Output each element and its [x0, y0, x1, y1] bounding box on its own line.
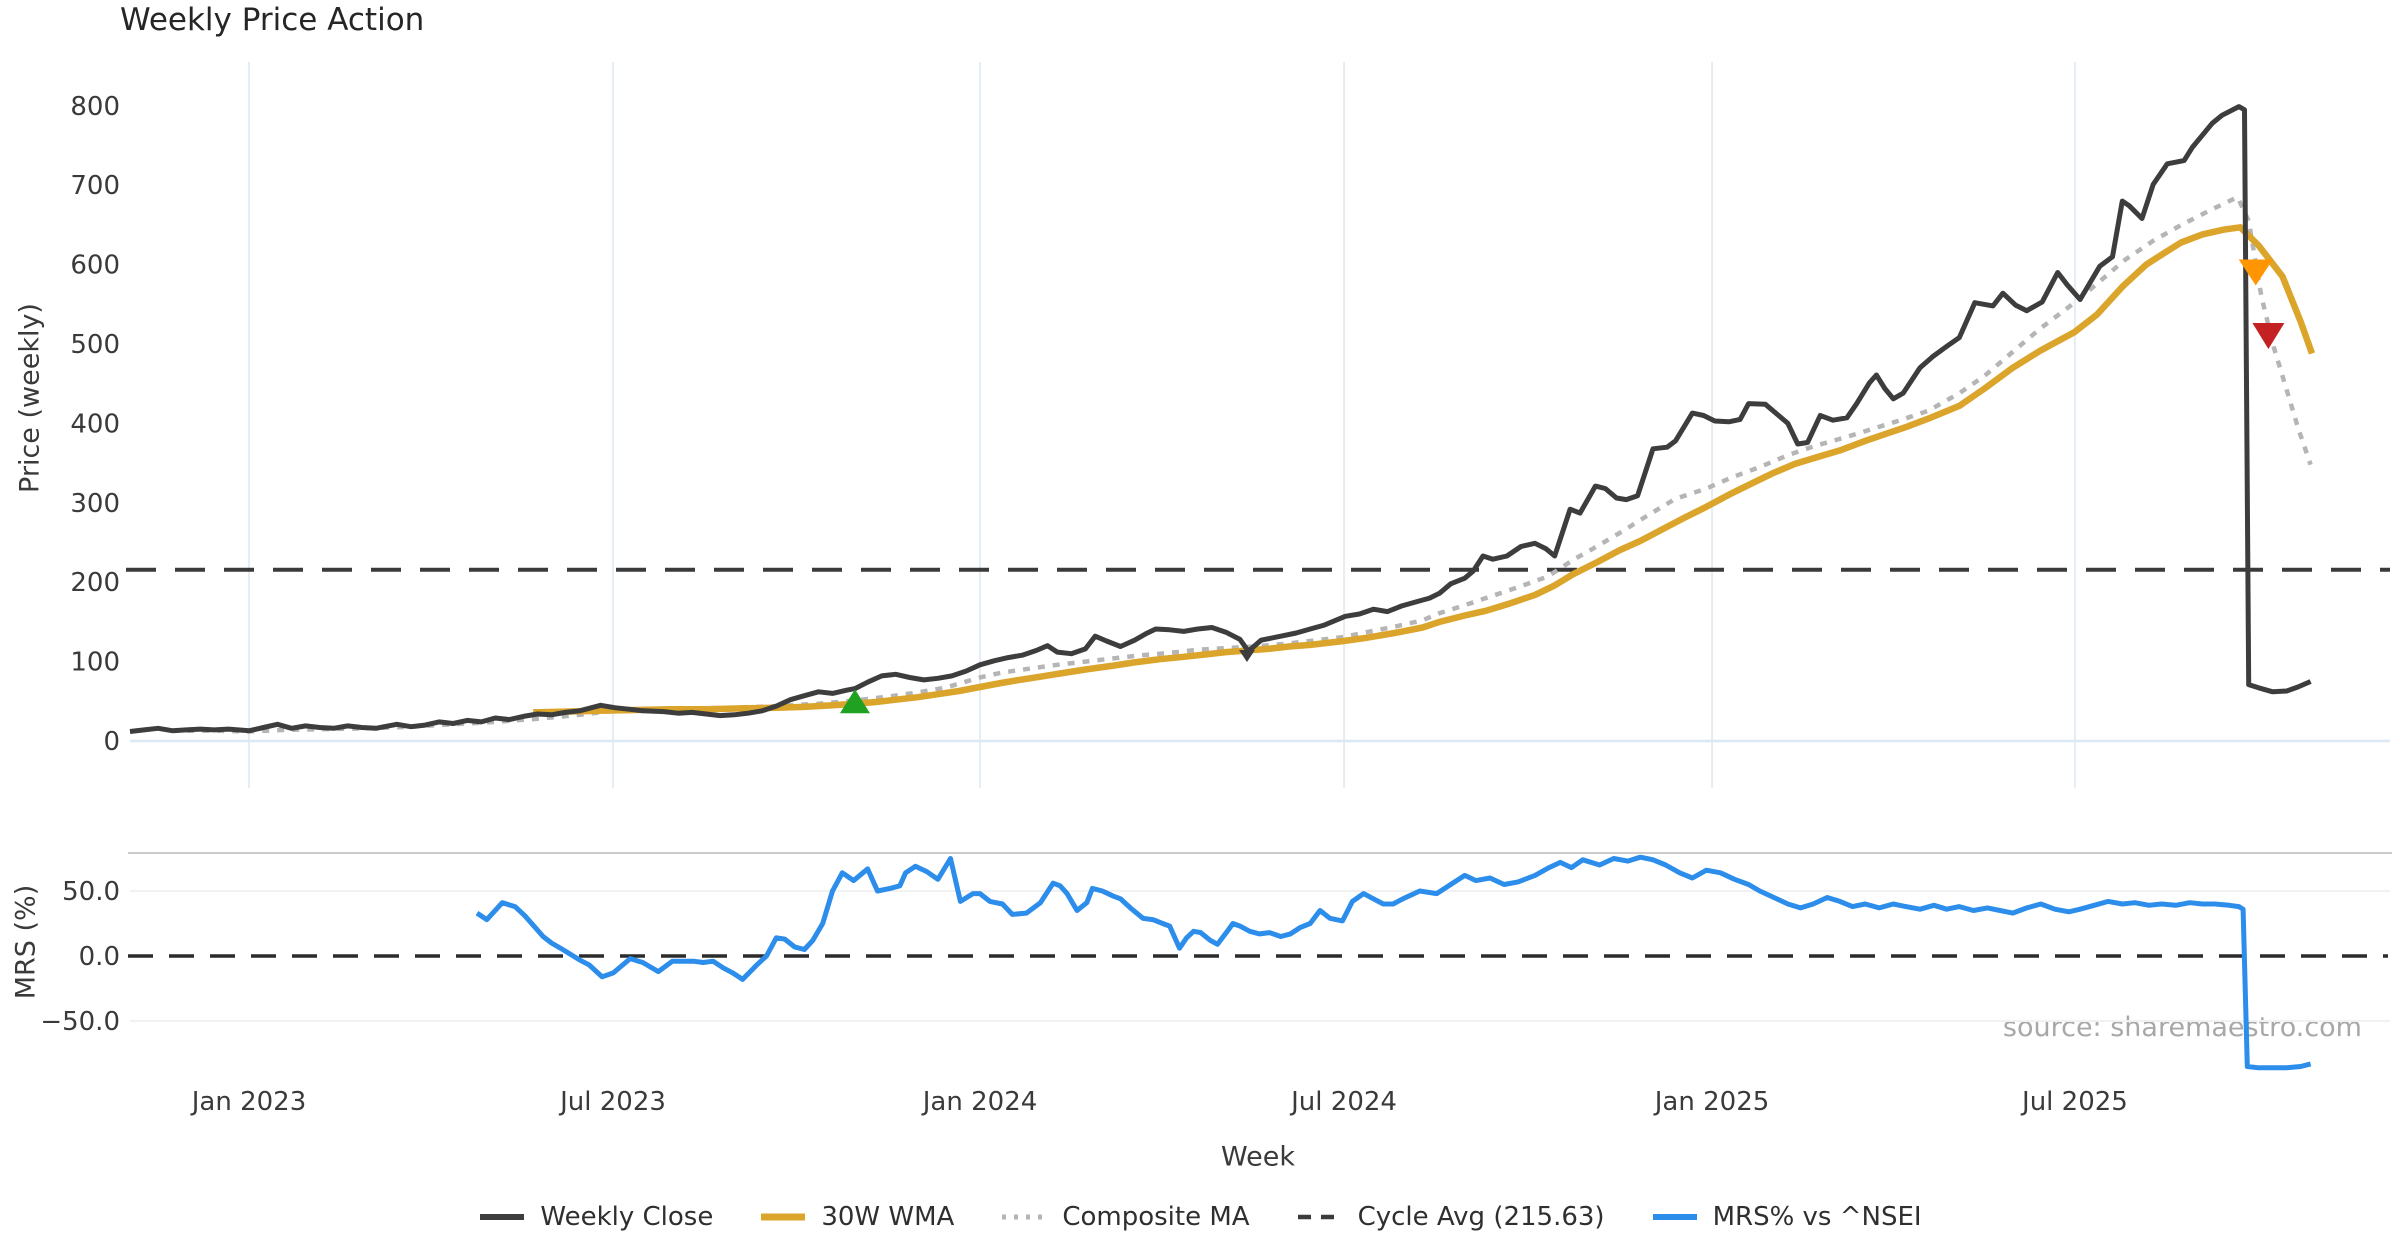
- x-axis-label: Week: [1221, 1141, 1295, 1173]
- legend-item-weekly-close: Weekly Close: [478, 1202, 713, 1232]
- composite-ma-dotted-swatch-icon: [1002, 1214, 1047, 1220]
- price-ytick-label: 700: [70, 171, 120, 201]
- chart-title: Weekly Price Action: [120, 2, 425, 38]
- price-ytick-label: 500: [70, 330, 120, 360]
- legend-label: 30W WMA: [821, 1202, 955, 1232]
- legend-label: MRS% vs ^NSEI: [1712, 1202, 1922, 1232]
- price-ytick-label: 100: [70, 648, 120, 678]
- weekly-close-line: [129, 104, 2312, 734]
- wma-30w-line: [533, 224, 2316, 716]
- buy-signal-marker-icon: [839, 689, 870, 714]
- sell-signal-marker-icon: [2252, 323, 2285, 350]
- legend-label: Weekly Close: [540, 1202, 714, 1232]
- x-tick-label: Jan 2023: [190, 1087, 307, 1117]
- price-axis-label: Price (weekly): [14, 303, 46, 493]
- price-ytick-label: 800: [70, 92, 120, 122]
- price-ytick-label: 200: [70, 568, 120, 598]
- price-ytick-label: 400: [70, 409, 120, 439]
- weekly-close-line-swatch-icon: [480, 1214, 525, 1220]
- legend-item-mrs: MRS% vs ^NSEI: [1651, 1202, 1922, 1232]
- price-ytick-label: 300: [70, 489, 120, 519]
- wma-line-swatch-icon: [761, 1213, 806, 1221]
- price-ytick-label: 0: [103, 727, 120, 757]
- wma-touch-marker-icon: [1238, 650, 1255, 663]
- mrs-axis-label: MRS (%): [10, 884, 42, 1000]
- price-ytick-label: 600: [70, 251, 120, 281]
- legend-item-cycle-avg: Cycle Avg (215.63): [1296, 1202, 1605, 1232]
- x-tick-label: Jan 2024: [921, 1087, 1038, 1117]
- x-tick-label: Jul 2025: [2020, 1087, 2128, 1117]
- legend: Weekly Close 30W WMA Composite MA Cycle …: [0, 1202, 2400, 1232]
- x-tick-label: Jul 2024: [1289, 1087, 1397, 1117]
- source-watermark: source: sharemaestro.com: [2002, 1012, 2362, 1043]
- mrs-line: [475, 854, 2312, 1071]
- mrs-line-swatch-icon: [1652, 1214, 1697, 1220]
- legend-label: Cycle Avg (215.63): [1357, 1202, 1605, 1232]
- mrs-ytick-label: 50.0: [62, 877, 120, 907]
- warn-signal-marker-icon: [2238, 259, 2273, 286]
- x-tick-label: Jul 2023: [558, 1087, 666, 1117]
- legend-item-composite-ma: Composite MA: [1000, 1202, 1250, 1232]
- mrs-ytick-label: −50.0: [40, 1007, 120, 1037]
- legend-label: Composite MA: [1062, 1202, 1250, 1232]
- cycle-avg-dashed-swatch-icon: [1297, 1214, 1342, 1220]
- mrs-ytick-label: 0.0: [79, 942, 120, 972]
- x-tick-label: Jan 2025: [1653, 1087, 1770, 1117]
- legend-item-30w-wma: 30W WMA: [759, 1202, 954, 1232]
